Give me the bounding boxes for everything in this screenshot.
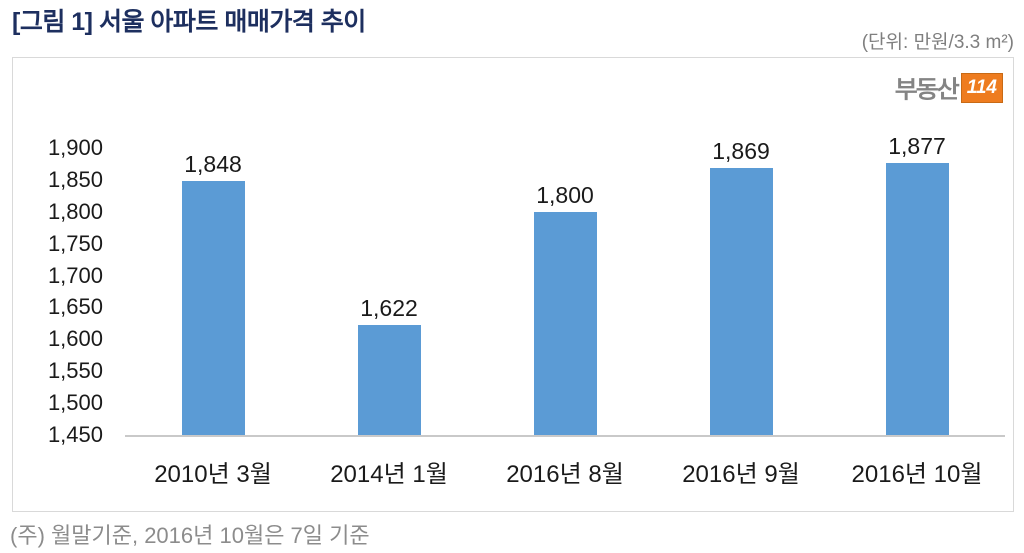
bar — [181, 181, 245, 435]
x-axis-line — [125, 435, 1005, 437]
y-tick-label: 1,500 — [47, 390, 103, 416]
bar-value-label: 1,869 — [712, 137, 770, 164]
unit-label: (단위: 만원/3.3 m²) — [861, 32, 1014, 53]
x-tick-label: 2010년 3월 — [154, 461, 272, 488]
y-tick-label: 1,900 — [47, 135, 103, 160]
bar-value-label: 1,848 — [184, 151, 242, 178]
y-tick-label: 1,650 — [47, 294, 103, 320]
bar — [533, 211, 597, 435]
x-tick-label: 2014년 1월 — [330, 461, 448, 488]
chart-panel: 부동산 114 1,900 1,850 1,800 1,750 1,700 1,650 1,… — [12, 57, 1014, 512]
logo-text: 부동산 — [894, 76, 960, 104]
x-tick-label: 2016년 10월 — [851, 461, 983, 488]
x-tick-label: 2016년 9월 — [682, 461, 800, 488]
footnote: (주) 월말기준, 2016년 10월은 7일 기준 — [10, 523, 370, 548]
y-tick-label: 1,750 — [47, 230, 103, 256]
y-tick-label: 1,700 — [47, 262, 103, 288]
y-tick-label: 1,850 — [47, 166, 103, 192]
x-tick-label: 2016년 8월 — [506, 461, 624, 488]
logo-badge: 114 — [960, 73, 1003, 103]
bar — [709, 167, 773, 435]
budongsan114-logo: 부동산 114 — [895, 70, 1003, 106]
bar — [357, 325, 421, 435]
y-tick-label: 1,600 — [47, 326, 103, 352]
bar-chart: 1,900 1,850 1,800 1,750 1,700 1,650 1,600 1,550… — [13, 58, 1013, 511]
y-tick-label: 1,550 — [47, 358, 103, 384]
bar-value-label: 1,800 — [536, 181, 594, 208]
bar-value-label: 1,622 — [360, 295, 418, 322]
bar-value-label: 1,877 — [888, 132, 946, 159]
y-tick-label: 1,800 — [47, 198, 103, 224]
y-tick-label: 1,450 — [47, 422, 103, 447]
bar — [885, 162, 949, 435]
figure-title: [그림 1] 서울 아파트 매매가격 추이 — [12, 8, 366, 36]
